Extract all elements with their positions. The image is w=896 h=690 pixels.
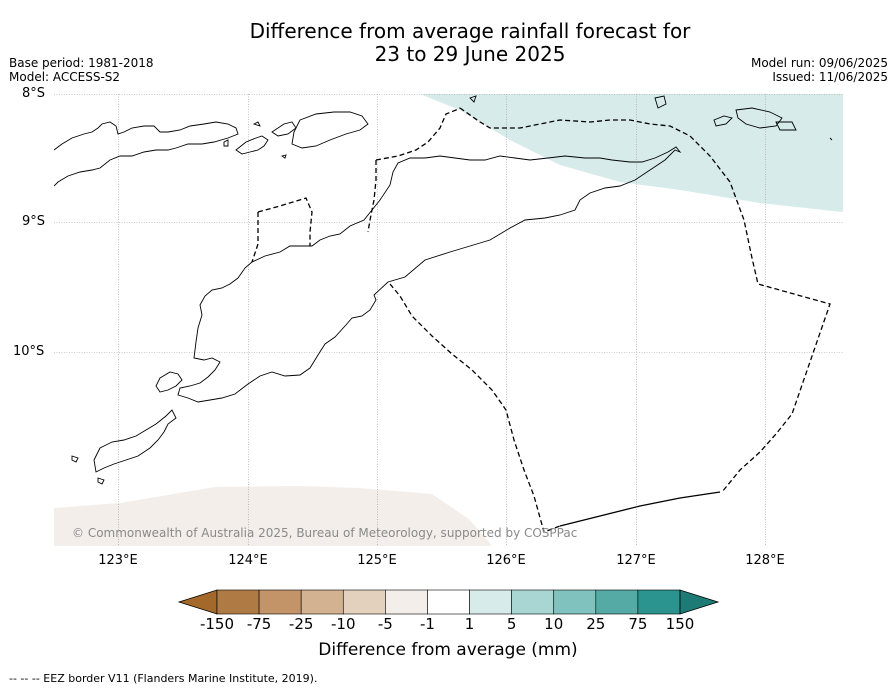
colorbar-tick-label: 1 <box>464 615 475 633</box>
colorbar-tick-label: 150 <box>665 615 695 633</box>
lon-label-126e: 126°E <box>486 553 526 568</box>
model-name: Model: ACCESS-S2 <box>9 70 121 84</box>
colorbar-segment <box>216 589 260 615</box>
raijua-island <box>97 477 105 485</box>
eez-solid-segment <box>559 491 721 527</box>
model-run: Model run: 09/06/2025 <box>750 56 888 70</box>
colorbar-title: Difference from average (mm) <box>318 640 578 660</box>
rote-island <box>155 371 183 393</box>
small-island-5 <box>469 95 477 103</box>
colorbar-segment <box>469 589 512 615</box>
eez-oecusse <box>251 197 313 263</box>
colorbar-tick-label: 25 <box>586 615 606 633</box>
issued-date: Issued: 11/06/2025 <box>772 70 888 84</box>
graticule <box>54 94 843 546</box>
colorbar-extend-high <box>679 589 720 615</box>
lon-label-125e: 125°E <box>357 553 397 568</box>
map-title: Difference from average rainfall forecas… <box>0 20 896 66</box>
timor-island <box>177 146 682 403</box>
alor-islands <box>54 121 239 187</box>
colorbar-tick-label: 5 <box>506 615 517 633</box>
leti-island <box>713 115 733 127</box>
lon-label-124e: 124°E <box>228 553 268 568</box>
colorbar-tick-label: -25 <box>288 615 314 633</box>
colorbar-tick-label: -150 <box>199 615 235 633</box>
colorbar-segment <box>553 589 597 615</box>
colorbar-extend-low <box>177 589 218 615</box>
lon-label-127e: 127°E <box>616 553 656 568</box>
colorbar-tick-label: -1 <box>419 615 435 633</box>
colorbar-segment <box>342 589 386 615</box>
colorbar-tick-label: 75 <box>628 615 648 633</box>
colorbar-tick-label: 10 <box>544 615 564 633</box>
metadata-right: Model run: 09/06/2025 Issued: 11/06/2025 <box>751 56 888 84</box>
colorbar-tick-label: -5 <box>377 615 393 633</box>
drier-region <box>54 486 492 546</box>
colorbar-segment <box>511 589 555 615</box>
ombai-island <box>271 121 297 137</box>
base-period: Base period: 1981-2018 <box>9 56 154 70</box>
wetar-island <box>291 111 369 149</box>
copyright-notice: © Commonwealth of Australia 2025, Bureau… <box>72 526 578 540</box>
colorbar-tick-label: -10 <box>331 615 356 633</box>
colorbar-segment <box>300 589 344 615</box>
colorbar-tick-label: -75 <box>246 615 272 633</box>
moa-island <box>735 107 783 129</box>
colorbar-segment <box>595 589 639 615</box>
footer-note: -- -- -- EEZ border V11 (Flanders Marine… <box>9 672 318 685</box>
savu-island <box>71 455 79 463</box>
lat-label-10s: 10°S <box>13 344 45 359</box>
lakor-island <box>775 121 797 131</box>
lat-label-9s: 9°S <box>22 214 46 229</box>
colorbar-segment <box>385 589 428 615</box>
lon-label-123e: 123°E <box>98 553 138 568</box>
lat-label-8s: 8°S <box>22 86 46 101</box>
pantar-island <box>235 135 269 155</box>
romang-island <box>654 95 667 109</box>
colorbar-segment <box>427 589 470 615</box>
small-island-2 <box>280 154 287 159</box>
colorbar <box>177 589 720 615</box>
small-island-4 <box>829 137 833 141</box>
colorbar-segment <box>258 589 302 615</box>
metadata-left: Base period: 1981-2018 Model: ACCESS-S2 <box>9 56 154 84</box>
title-line-2: 23 to 29 June 2025 <box>374 42 566 66</box>
coastlines <box>54 95 833 485</box>
wetter-region <box>420 94 843 212</box>
title-line-1: Difference from average rainfall forecas… <box>249 19 691 43</box>
lon-label-128e: 128°E <box>745 553 785 568</box>
eez-enclave <box>367 160 377 233</box>
eez-west-segment <box>375 107 461 161</box>
small-island-3 <box>252 121 261 127</box>
eez-timor-leste-south <box>389 283 561 533</box>
small-island-1 <box>223 139 229 147</box>
colorbar-segment <box>637 589 681 615</box>
eez-borders <box>251 107 831 533</box>
sumba-island <box>93 409 177 473</box>
